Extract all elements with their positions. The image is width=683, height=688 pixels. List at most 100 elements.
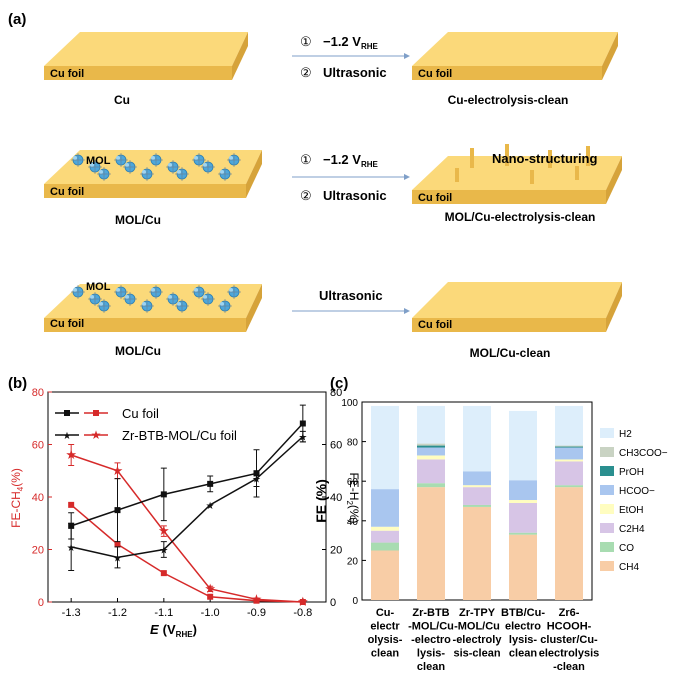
data-point [160, 570, 167, 577]
legend-label: CH4 [619, 562, 639, 573]
panel-c-legend: H2 CH3COO− PrOH HCOO− EtOH C2H4 CO CH4 [600, 428, 668, 573]
category-label: Zr-BTB -MOL/Cu -electro lysis-clean [408, 607, 454, 673]
bar-segment [509, 534, 537, 600]
y-tick-label: 100 [341, 398, 358, 409]
y-right-tick-label: 0 [330, 597, 336, 609]
data-point: ★ [113, 553, 122, 564]
panel-c-bars [371, 405, 583, 600]
bar-segment [463, 504, 491, 507]
bar-segment [371, 530, 399, 543]
row2-left-caption: MOL/Cu [115, 213, 161, 227]
panel-b-plot-frame [47, 391, 327, 603]
data-point: ★ [251, 591, 263, 606]
bar-segment [509, 500, 537, 503]
legend-swatch [600, 523, 614, 533]
y-right-tick-label: 80 [330, 387, 342, 399]
y-tick-label: 20 [347, 556, 359, 567]
legend-label: H2 [619, 429, 632, 440]
legend-label: CH3COO− [619, 448, 668, 459]
row1-arrow-head [404, 53, 410, 59]
bar-segment [555, 487, 583, 600]
bar-segment [371, 542, 399, 551]
row3-left-caption: MOL/Cu [115, 344, 161, 358]
panel-b-legend: Cu foil ★ ★ Zr-BTB-MOL/Cu foil [55, 406, 237, 443]
legend-swatch [600, 542, 614, 552]
row2-left-foil [44, 150, 262, 198]
row2-step2-number: ② [300, 188, 312, 203]
bar-segment [463, 487, 491, 505]
legend-swatch [600, 561, 614, 571]
row1-step1-number: ① [300, 34, 312, 49]
y-left-tick-label: 0 [38, 597, 44, 609]
legend-label: CO [619, 543, 634, 554]
data-point: ★ [159, 546, 168, 557]
x-tick-label: -0.9 [247, 607, 266, 619]
row3-right-foil [412, 282, 622, 332]
row1-step1-text: −1.2 VRHE [323, 34, 379, 51]
x-tick-label: -1.1 [154, 607, 173, 619]
category-label: Zr6-HCOOH-cluster/Cu-electrolysis -clean [539, 607, 600, 673]
y-tick-label: 40 [347, 517, 359, 528]
bar-segment [371, 526, 399, 531]
bar-segment [417, 487, 445, 600]
bar-segment [463, 485, 491, 488]
row2-arrow-head [404, 174, 410, 180]
y-right-tick-label: 60 [330, 440, 342, 452]
bar-segment [371, 489, 399, 527]
row2-right-foil [412, 144, 622, 204]
data-point [207, 593, 214, 600]
series-line [70, 504, 303, 603]
row3-right-caption: MOL/Cu-clean [470, 346, 551, 360]
legend-b-cu-red-marker [93, 410, 99, 416]
panel-b-series: ★ ★ ★ ★ ★ ★ ★ ★ ★ ★ ★ ★ [65, 404, 309, 609]
y-right-tick-label: 20 [330, 545, 342, 557]
row1-right-foil [412, 32, 618, 80]
bar-segment [371, 550, 399, 600]
y-tick-label: 0 [352, 596, 358, 607]
data-point: ★ [158, 523, 170, 538]
panel-b-ylabel-left: FE-CH4(%) [9, 468, 25, 528]
bar-segment [555, 485, 583, 488]
bar-segment [555, 447, 583, 460]
row1-left-foil-label: Cu foil [50, 68, 84, 80]
bar-segment [555, 459, 583, 462]
data-point: ★ [298, 433, 307, 444]
row1-step2-text: Ultrasonic [323, 65, 387, 80]
panel-a-label: (a) [8, 11, 26, 28]
legend-swatch [600, 447, 614, 457]
bar-segment [463, 405, 491, 472]
data-point: ★ [252, 475, 261, 486]
bar-segment [509, 410, 537, 481]
bar-segment [555, 445, 583, 447]
bar-segment [555, 446, 583, 448]
data-point: ★ [297, 594, 309, 609]
row2-right-caption: MOL/Cu-electrolysis-clean [445, 210, 596, 224]
bar-segment [463, 506, 491, 600]
data-point: ★ [112, 463, 124, 478]
legend-label: C2H4 [619, 524, 645, 535]
data-point: ★ [67, 543, 76, 554]
data-point [299, 420, 306, 427]
data-point: ★ [206, 501, 215, 512]
panel-c-ylabel: FE (%) [313, 479, 329, 523]
legend-b-cu-black-marker [64, 410, 70, 416]
bar-segment [555, 461, 583, 486]
bar-segment [509, 502, 537, 533]
panel-c-label: (c) [330, 375, 348, 392]
row1-right-foil-label: Cu foil [418, 68, 452, 80]
legend-b-mol-label: Zr-BTB-MOL/Cu foil [122, 428, 237, 443]
row3-left-foil [44, 284, 262, 332]
legend-label: PrOH [619, 467, 644, 478]
data-point [160, 491, 167, 498]
panel-b-label: (b) [8, 375, 27, 392]
row2-step1-text: −1.2 VRHE [323, 152, 379, 169]
bar-segment [463, 471, 491, 486]
legend-swatch [600, 466, 614, 476]
legend-swatch [600, 428, 614, 438]
data-point [68, 501, 75, 508]
row3-left-foil-label: Cu foil [50, 318, 84, 330]
panel-b-xlabel: E (VRHE) [150, 622, 197, 639]
bar-segment [509, 480, 537, 501]
